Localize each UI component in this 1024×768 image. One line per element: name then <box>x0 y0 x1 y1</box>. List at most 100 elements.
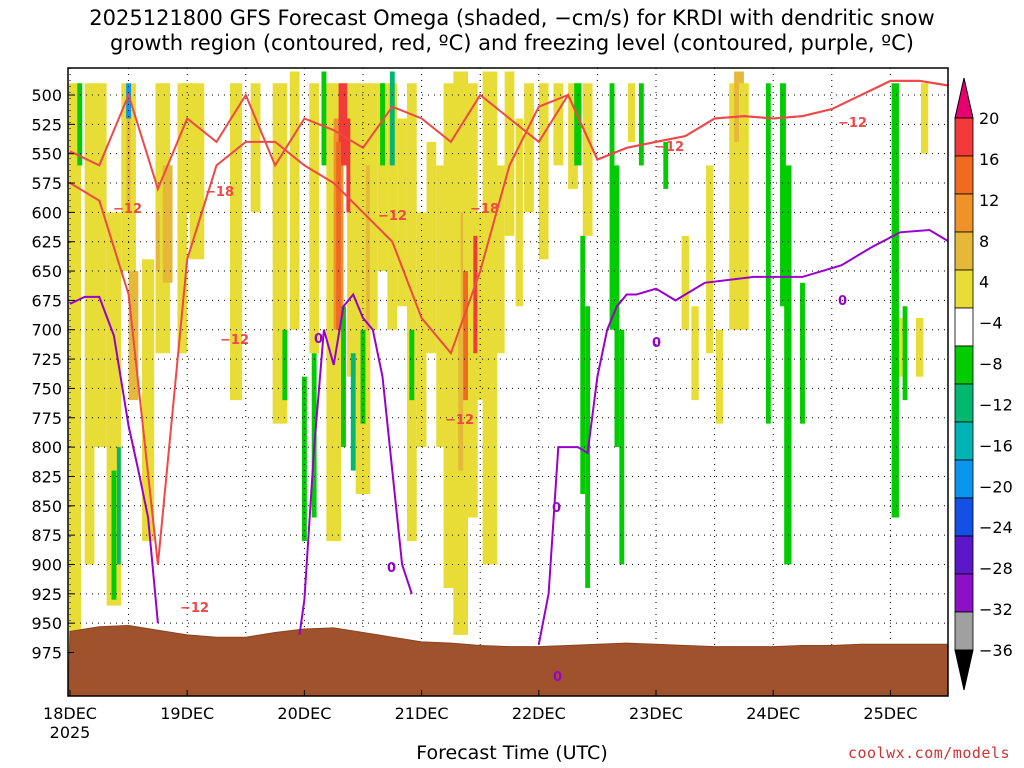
y-tick-label: 750 <box>31 379 62 398</box>
contour-label: 0 <box>387 561 396 576</box>
x-axis-label: Forecast Time (UTC) <box>416 742 608 764</box>
omega-shade-negative <box>663 141 669 189</box>
colorbar-label: −12 <box>979 395 1013 414</box>
omega-shade-core <box>365 165 370 330</box>
omega-shade-negative <box>784 165 792 565</box>
y-tick-label: 500 <box>31 86 62 105</box>
omega-shade-negative <box>765 83 771 424</box>
omega-shade-negative <box>116 447 121 565</box>
omega-shade-negative <box>780 83 786 307</box>
omega-shade-band <box>162 165 173 283</box>
omega-shade-band <box>494 165 505 354</box>
colorbar-segment <box>954 535 974 575</box>
omega-shade-band <box>524 83 534 213</box>
omega-shade-band <box>377 83 388 272</box>
omega-shade-negative <box>409 329 415 401</box>
colorbar-segment <box>954 231 974 271</box>
omega-shade-band <box>568 83 578 189</box>
colorbar-segment <box>954 421 974 461</box>
plot-border <box>67 67 949 697</box>
contour-label: 0 <box>553 670 562 685</box>
omega-shade-core <box>155 212 160 272</box>
colorbar-label: −8 <box>979 355 1003 374</box>
contours: −12 −18 −12 −12 −18 −12 −12 −12 −12 0 0 0 0 0 0 <box>69 79 948 685</box>
contour-label: −12 <box>220 333 249 348</box>
y-tick-label: 850 <box>31 497 62 516</box>
colorbar-segment <box>954 459 974 499</box>
omega-shade-band <box>504 71 515 236</box>
omega-shade-band <box>627 83 636 142</box>
x-tick-label: 23DEC <box>629 704 683 723</box>
omega-shade-negative <box>360 329 366 424</box>
omega-shade-band <box>189 83 205 260</box>
y-tick-label: 975 <box>31 644 62 663</box>
terrain <box>68 624 948 696</box>
contour-label: 0 <box>552 501 561 516</box>
colorbar-label: −16 <box>979 436 1013 455</box>
y-tick-label: 675 <box>31 291 62 310</box>
contour-label: 0 <box>314 332 323 347</box>
contour-label: −12 <box>655 140 684 155</box>
omega-shade-negative <box>580 235 586 495</box>
omega-shade-negative <box>282 329 288 401</box>
colorbar-label: 8 <box>979 232 989 251</box>
colorbar-segment <box>954 497 974 537</box>
omega-shade-band <box>729 83 740 330</box>
colorbar-segment <box>954 269 974 309</box>
omega-shade-negative <box>77 83 83 166</box>
omega-shade-band <box>706 165 714 354</box>
contour-label: −12 <box>113 202 142 217</box>
colorbar-segment <box>954 345 974 385</box>
omega-shade-band <box>387 83 398 330</box>
x-tick-label: 24DEC <box>746 704 800 723</box>
omega-shade-band <box>250 83 261 213</box>
contour-label: −18 <box>205 185 234 200</box>
colorbar-label: −24 <box>979 518 1013 537</box>
contour-label: 0 <box>838 294 847 309</box>
credit-text: coolwx.com/models <box>847 744 1010 762</box>
colorbar-segment <box>954 383 974 423</box>
x-year-label: 2025 <box>50 723 91 742</box>
omega-shade-band <box>475 212 486 401</box>
omega-shade-band <box>177 83 188 354</box>
y-tick-label: 650 <box>31 262 62 281</box>
omega-shade-core <box>463 271 468 401</box>
colorbar-segment <box>954 193 974 233</box>
x-tick-label: 19DEC <box>160 704 214 723</box>
omega-shade-core <box>336 141 342 330</box>
colorbar-label: −32 <box>979 600 1013 619</box>
omega-shade-band <box>397 118 407 307</box>
omega-shade-band <box>338 83 349 166</box>
chart-title: 2025121800 GFS Forecast Omega (shaded, −… <box>89 6 935 55</box>
omega-shade-negative <box>341 306 346 448</box>
omega-shade-band <box>367 83 378 330</box>
colorbar-bottom-arrow <box>954 649 974 691</box>
omega-shade-band <box>715 329 724 424</box>
freezing-level-line <box>537 228 948 645</box>
omega-shade-band <box>68 83 81 653</box>
colorbar-segment <box>954 155 974 195</box>
y-tick-label: 925 <box>31 585 62 604</box>
y-tick-label: 625 <box>31 233 62 252</box>
omega-shade-band <box>309 83 320 354</box>
omega-shade-band <box>426 141 437 354</box>
colorbar-segment <box>954 117 974 157</box>
y-tick-label: 725 <box>31 350 62 369</box>
y-tick-label: 550 <box>31 145 62 164</box>
omega-shade-band <box>515 118 523 307</box>
x-tick-label: 22DEC <box>512 704 566 723</box>
omega-shade-band <box>91 83 107 448</box>
colorbar-segment <box>954 573 974 613</box>
colorbar: 20 16 12 8 4 −4 −8 −12 −16 −20 −24 −28 −32 −36 <box>954 77 1013 691</box>
omega-shade-band <box>155 83 171 354</box>
omega-shade-core <box>473 235 478 354</box>
omega-shade-band <box>436 165 447 448</box>
omega-shade-band <box>920 83 929 154</box>
y-tick-label: 900 <box>31 555 62 574</box>
omega-shade-negative <box>380 83 385 166</box>
y-tick-label: 600 <box>31 203 62 222</box>
x-tick-label: 25DEC <box>863 704 917 723</box>
omega-shade-band <box>582 83 593 236</box>
omega-shade-band <box>896 318 904 377</box>
